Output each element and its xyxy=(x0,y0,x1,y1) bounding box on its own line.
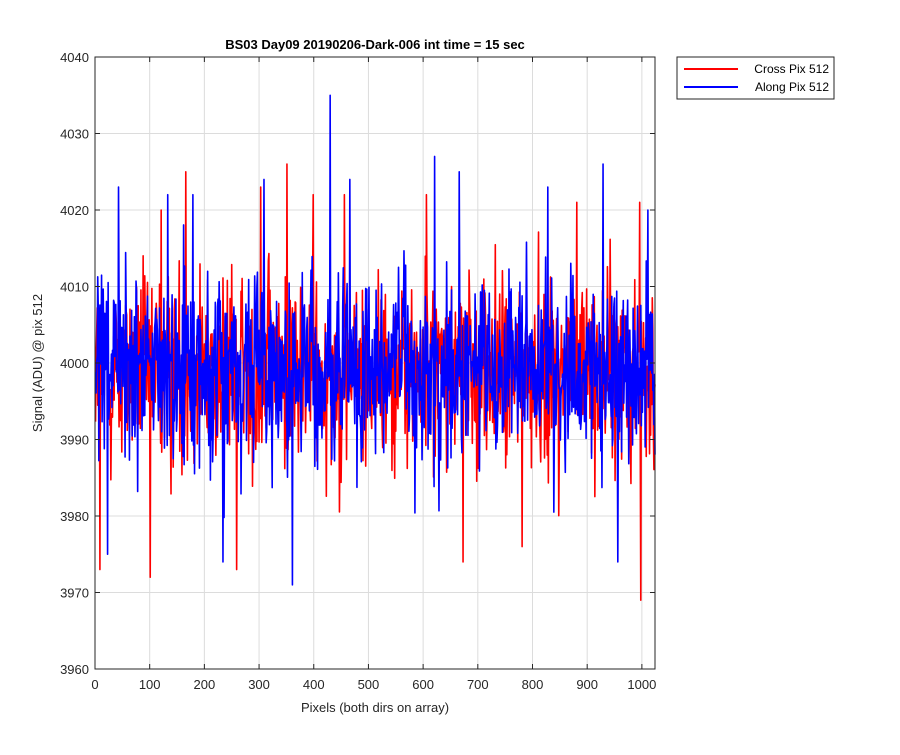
y-tick-label: 4000 xyxy=(60,356,89,371)
y-tick-label: 4040 xyxy=(60,50,89,65)
x-tick-label: 700 xyxy=(467,677,489,692)
x-tick-label: 300 xyxy=(248,677,270,692)
series-line-along-pix-512 xyxy=(94,94,656,586)
x-tick-label: 900 xyxy=(576,677,598,692)
x-tick-label: 100 xyxy=(139,677,161,692)
y-tick-label: 4020 xyxy=(60,203,89,218)
y-tick-label: 4030 xyxy=(60,127,89,142)
y-tick-label: 3990 xyxy=(60,433,89,448)
x-tick-label: 600 xyxy=(412,677,434,692)
y-tick-label: 3960 xyxy=(60,662,89,677)
legend-label-along: Along Pix 512 xyxy=(755,80,829,94)
x-tick-label: 800 xyxy=(522,677,544,692)
x-tick-label: 200 xyxy=(194,677,216,692)
x-tick-label: 400 xyxy=(303,677,325,692)
x-tick-label: 0 xyxy=(91,677,98,692)
legend-label-cross: Cross Pix 512 xyxy=(754,62,829,76)
x-axis-label: Pixels (both dirs on array) xyxy=(301,700,449,715)
legend-box xyxy=(676,56,835,100)
y-tick-label: 4010 xyxy=(60,280,89,295)
legend: Cross Pix 512 Along Pix 512 xyxy=(676,56,835,100)
axis-ticks: 0 100 200 300 400 500 600 700 800 900 1000 3960 3970… xyxy=(60,50,656,692)
y-tick-label: 3970 xyxy=(60,586,89,601)
x-tick-label: 500 xyxy=(358,677,380,692)
chart-title: BS03 Day09 20190206-Dark-006 int time = … xyxy=(225,37,525,52)
y-tick-label: 3980 xyxy=(60,509,89,524)
series-layer xyxy=(94,94,656,601)
x-tick-label: 1000 xyxy=(627,677,656,692)
y-axis-label: Signal (ADU) @ pix 512 xyxy=(30,294,45,432)
